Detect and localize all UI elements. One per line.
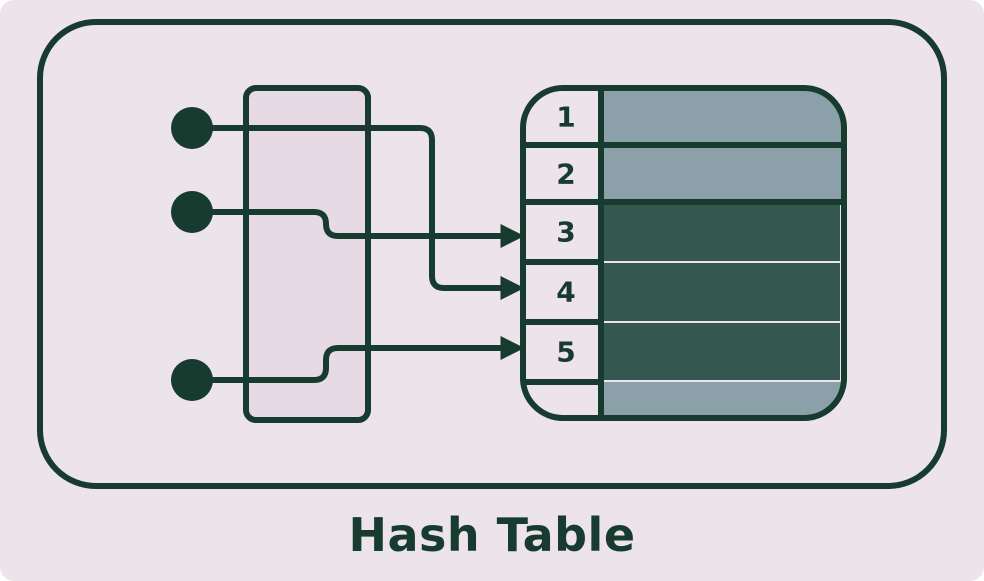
slot-label-5: 5 — [556, 336, 575, 369]
diagram-title: Hash Table — [348, 508, 636, 562]
key-node-3 — [171, 359, 213, 401]
slot-label-1: 1 — [556, 101, 575, 134]
bucket-5-filled — [601, 322, 844, 382]
mapping-arrow-key-3-to-slot-5 — [200, 336, 525, 383]
outer-frame — [37, 19, 947, 489]
table-outline — [520, 85, 847, 421]
index-column — [523, 88, 601, 418]
slot-label-4: 4 — [556, 276, 575, 309]
hash-table — [523, 88, 844, 418]
bucket-1-empty — [601, 88, 844, 145]
key-node-1 — [171, 107, 213, 149]
slot-label-2: 2 — [556, 158, 575, 191]
slot-label-3: 3 — [556, 216, 575, 249]
mapping-arrow-key-1-to-slot-4 — [200, 125, 525, 300]
bucket-2-empty — [601, 145, 844, 202]
bucket-3-filled — [601, 202, 844, 262]
hash-function-box — [243, 85, 371, 423]
key-node-2 — [171, 191, 213, 233]
bucket-4-filled — [601, 262, 844, 322]
mapping-arrow-key-2-to-slot-3 — [200, 209, 525, 248]
bucket-6-empty — [601, 382, 844, 418]
